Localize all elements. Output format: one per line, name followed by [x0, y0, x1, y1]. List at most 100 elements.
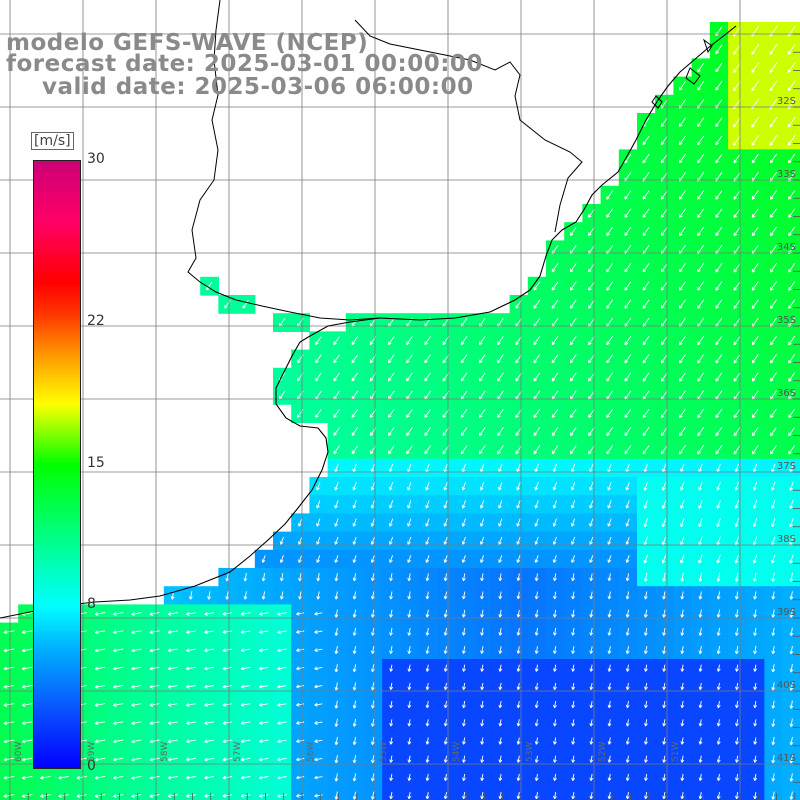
wind-arrow — [425, 737, 430, 745]
wind-arrow — [533, 445, 541, 455]
wind-arrow — [734, 536, 740, 546]
wind-arrow — [222, 611, 233, 616]
wind-arrow — [443, 481, 448, 491]
wind-arrow — [553, 792, 557, 800]
wind-arrow — [389, 682, 394, 690]
wind-arrow — [167, 721, 178, 726]
wind-arrow — [607, 755, 612, 763]
wind-arrow — [388, 481, 394, 491]
wind-arrow — [277, 721, 287, 725]
longitude-label: 59W — [87, 741, 97, 762]
wind-arrow — [753, 645, 757, 655]
wind-arrow — [751, 190, 759, 200]
wind-arrow — [406, 372, 413, 382]
wind-arrow — [662, 591, 666, 600]
wind-arrow — [149, 757, 160, 762]
wind-arrow — [642, 427, 650, 437]
wind-arrow — [314, 721, 323, 725]
wind-arrow — [534, 481, 539, 491]
wind-arrow — [751, 153, 759, 164]
wind-arrow — [534, 737, 539, 745]
wind-arrow — [679, 372, 686, 382]
wind-arrow — [279, 536, 284, 545]
wind-arrow — [352, 791, 357, 800]
wind-arrow — [751, 116, 760, 128]
wind-arrow — [296, 648, 305, 653]
wind-arrow — [240, 648, 251, 653]
wind-arrow — [389, 755, 394, 763]
wind-arrow — [314, 666, 323, 671]
wind-arrow — [552, 609, 557, 618]
wind-arrow — [769, 281, 777, 291]
wind-arrow — [352, 737, 357, 745]
wind-arrow — [497, 408, 504, 418]
wind-arrow — [553, 701, 557, 709]
wind-arrow — [625, 682, 630, 690]
wind-arrow — [94, 630, 106, 635]
wind-arrow — [407, 682, 412, 690]
wind-arrow — [624, 190, 632, 200]
latitude-label: 35S — [776, 315, 796, 326]
wind-arrow — [607, 719, 612, 727]
wind-arrow — [462, 737, 466, 745]
wind-arrow — [406, 408, 413, 418]
wind-arrow — [370, 700, 375, 709]
wind-arrow — [624, 427, 632, 437]
wind-arrow — [316, 481, 321, 491]
wind-arrow — [771, 682, 776, 691]
wind-arrow — [625, 627, 630, 636]
wind-arrow — [370, 555, 375, 563]
wind-arrow — [680, 737, 685, 745]
wind-arrow — [734, 572, 739, 582]
wind-arrow — [498, 792, 503, 800]
wind-arrow — [715, 426, 723, 437]
wind-arrow — [352, 481, 357, 491]
forecast-date: forecast date: 2025-03-01 00:00:00 — [6, 51, 483, 77]
wind-arrow — [40, 775, 51, 780]
wind-arrow — [569, 281, 577, 291]
wind-arrow — [642, 445, 650, 455]
wind-arrow — [94, 703, 106, 707]
wind-arrow — [461, 609, 466, 618]
wind-arrow — [753, 572, 757, 582]
wind-arrow — [113, 684, 124, 689]
wind-cell — [36, 786, 56, 800]
wind-arrow — [352, 718, 357, 727]
wind-arrow — [480, 627, 484, 636]
wind-arrow — [680, 591, 685, 600]
wind-arrow — [113, 612, 124, 616]
wind-arrow — [167, 666, 178, 671]
wind-cell — [91, 786, 110, 800]
wind-arrow — [534, 792, 539, 800]
wind-arrow — [733, 25, 741, 37]
wind-arrow — [662, 646, 666, 654]
wind-arrow — [131, 794, 142, 798]
wind-arrow — [553, 719, 557, 727]
wind-arrow — [589, 591, 594, 600]
wind-arrow — [697, 226, 705, 237]
wind-arrow — [751, 372, 759, 382]
wind-arrow — [734, 518, 740, 528]
wind-arrow — [770, 372, 777, 382]
wind-arrow — [516, 792, 521, 800]
wind-arrow — [149, 612, 160, 616]
wind-arrow — [480, 792, 485, 800]
wind-arrow — [334, 591, 339, 600]
wind-arrow — [424, 336, 431, 346]
wind-arrow — [296, 702, 305, 707]
wind-arrow — [569, 408, 577, 418]
wind-arrow — [498, 627, 503, 636]
wind-arrow — [678, 208, 686, 218]
wind-arrow — [789, 736, 794, 746]
wind-arrow — [259, 739, 269, 744]
wind-arrow — [569, 263, 577, 273]
wind-arrow — [204, 684, 215, 689]
wind-arrow — [389, 609, 393, 618]
wind-arrow — [607, 792, 612, 800]
wind-arrow — [698, 554, 703, 564]
wind-arrow — [389, 701, 394, 709]
wind-arrow — [753, 737, 758, 745]
wind-arrow — [204, 702, 215, 707]
wind-arrow — [370, 682, 375, 691]
wind-arrow — [752, 554, 758, 564]
